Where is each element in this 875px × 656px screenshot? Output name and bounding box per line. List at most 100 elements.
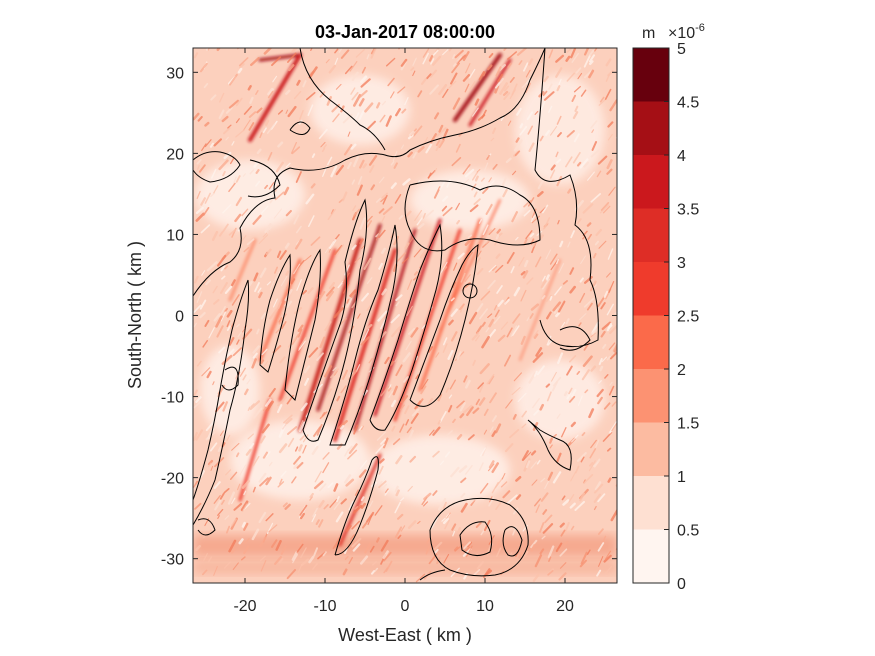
heatmap-texture-stroke: [298, 337, 308, 350]
heatmap-texture-stroke: [575, 67, 582, 74]
heatmap-texture-stroke: [381, 247, 386, 255]
heatmap-texture-stroke: [462, 73, 471, 82]
heatmap-texture-stroke: [499, 82, 509, 95]
heatmap-texture-stroke: [592, 280, 597, 285]
heatmap-texture-stroke: [193, 52, 199, 59]
heatmap-texture-stroke: [362, 328, 370, 341]
heatmap-texture-stroke: [497, 299, 504, 307]
heatmap-texture-stroke: [432, 541, 443, 552]
heatmap-texture-stroke: [285, 109, 289, 114]
heatmap-texture-stroke: [434, 112, 440, 120]
heatmap-texture-stroke: [481, 321, 486, 327]
heatmap-texture-stroke: [488, 375, 495, 385]
heatmap-texture-stroke: [368, 357, 373, 364]
heatmap-texture-stroke: [324, 321, 332, 331]
heatmap-texture-stroke: [492, 127, 497, 135]
heatmap-texture-stroke: [536, 459, 541, 465]
heatmap-texture-stroke: [552, 301, 562, 312]
heatmap-texture-stroke: [554, 286, 562, 296]
heatmap-texture-stroke: [273, 208, 283, 219]
heatmap-texture-stroke: [404, 242, 410, 250]
heatmap-texture-stroke: [366, 54, 370, 60]
heatmap-texture-stroke: [451, 156, 462, 167]
heatmap-texture-stroke: [218, 231, 224, 237]
heatmap-texture-stroke: [495, 66, 502, 77]
heatmap-texture-stroke: [604, 550, 612, 560]
heatmap-texture-stroke: [351, 520, 360, 530]
heatmap-texture-stroke: [366, 305, 372, 312]
heatmap-texture-stroke: [532, 573, 540, 582]
heatmap-texture-stroke: [208, 327, 215, 339]
heatmap-texture-stroke: [463, 541, 471, 550]
heatmap-texture-stroke: [525, 230, 533, 240]
heatmap-texture-stroke: [401, 257, 410, 264]
heatmap-texture-stroke: [333, 483, 339, 492]
heatmap-texture-stroke: [579, 292, 586, 303]
heatmap-texture-stroke: [357, 176, 363, 185]
heatmap-texture-stroke: [607, 477, 612, 483]
y-tick-label: 20: [166, 146, 184, 163]
heatmap-texture-stroke: [581, 369, 590, 381]
heatmap-texture-stroke: [300, 547, 307, 559]
heatmap-texture-stroke: [221, 115, 229, 123]
heatmap-texture-stroke: [568, 395, 576, 403]
heatmap-texture-stroke: [515, 494, 522, 500]
heatmap-texture-stroke: [276, 404, 283, 414]
heatmap-texture-stroke: [603, 402, 611, 410]
heatmap-texture-stroke: [199, 62, 208, 73]
heatmap-texture-stroke: [542, 275, 546, 282]
heatmap-texture-stroke: [378, 262, 383, 270]
heatmap-texture-stroke: [520, 335, 526, 345]
heatmap-texture-stroke: [541, 535, 546, 540]
heatmap-texture-stroke: [366, 323, 373, 330]
colorbar-multiplier-exp: -6: [695, 22, 705, 34]
heatmap-texture-stroke: [381, 100, 387, 106]
heatmap-texture-stroke: [392, 438, 401, 446]
heatmap-texture-stroke: [326, 286, 335, 297]
heatmap-texture-stroke: [535, 256, 542, 268]
heatmap-texture-stroke: [313, 383, 323, 394]
heatmap-texture-stroke: [533, 333, 539, 339]
heatmap-texture-stroke: [544, 479, 550, 489]
heatmap-texture-stroke: [378, 229, 386, 239]
heatmap-texture-stroke: [453, 546, 459, 552]
heatmap-texture-stroke: [316, 423, 323, 436]
heatmap-texture-stroke: [216, 48, 221, 52]
heatmap-texture-stroke: [569, 285, 576, 294]
heatmap-texture-stroke: [253, 407, 263, 419]
heatmap-texture-stroke: [262, 405, 269, 412]
heatmap-texture-stroke: [577, 72, 583, 80]
heatmap-texture-stroke: [382, 550, 389, 559]
heatmap-texture-stroke: [539, 234, 544, 240]
colorbar-tick-label: 4: [677, 148, 686, 165]
heatmap-texture-stroke: [454, 49, 464, 59]
heatmap-texture-stroke: [462, 163, 471, 175]
colorbar-segment: [633, 155, 669, 209]
heatmap-texture-stroke: [351, 179, 356, 185]
heatmap-texture-stroke: [196, 291, 203, 303]
heatmap-texture-stroke: [540, 100, 546, 111]
heatmap-texture-stroke: [266, 281, 272, 286]
heatmap-texture-stroke: [283, 414, 293, 424]
heatmap-texture-stroke: [233, 502, 243, 511]
heatmap-texture-stroke: [231, 141, 235, 146]
heatmap-texture-stroke: [580, 255, 586, 264]
heatmap-texture-stroke: [594, 240, 600, 246]
heatmap-texture-stroke: [397, 534, 402, 539]
heatmap-texture-stroke: [515, 236, 519, 241]
heatmap-texture-stroke: [219, 281, 228, 294]
heatmap-texture-stroke: [264, 184, 269, 190]
heatmap-texture-stroke: [468, 311, 478, 325]
heatmap-texture-stroke: [478, 71, 486, 81]
heatmap-texture-stroke: [380, 318, 387, 330]
heatmap-texture-stroke: [300, 558, 310, 567]
heatmap-texture-stroke: [351, 244, 357, 251]
heatmap-texture-stroke: [470, 499, 476, 506]
heatmap-texture-stroke: [441, 517, 446, 522]
colorbar-tick-label: 3: [677, 255, 686, 272]
heatmap-texture-stroke: [413, 248, 422, 258]
heatmap-texture-stroke: [265, 398, 272, 408]
heatmap-texture-stroke: [241, 208, 249, 217]
heatmap-band-south-2: [193, 560, 617, 574]
